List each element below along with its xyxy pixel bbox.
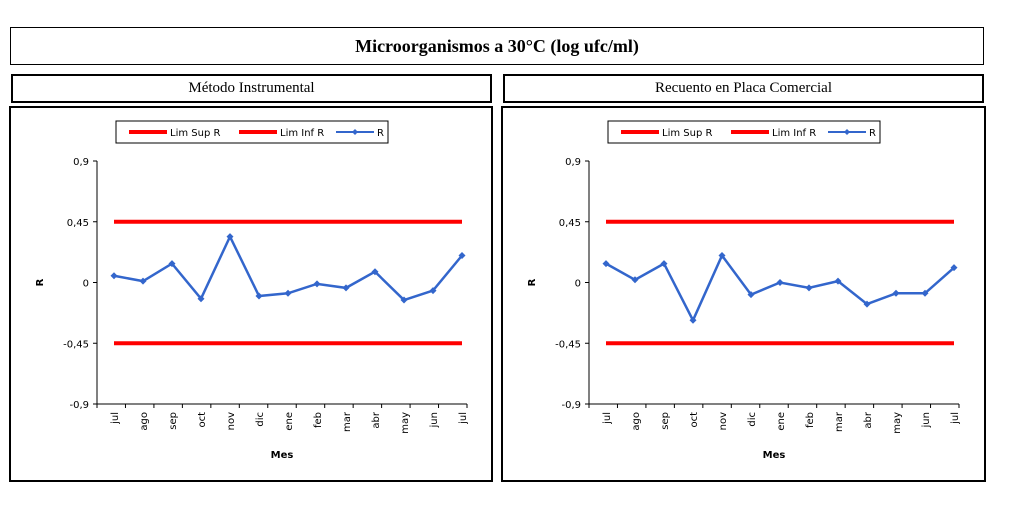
y-axis-label: R [35,278,46,286]
data-point [834,277,842,285]
data-point [429,287,437,295]
data-point [110,272,118,280]
y-tick-label: 0 [83,279,89,290]
data-point [197,295,205,303]
data-point [313,280,321,288]
page-title: Microorganismos a 30°C (log ufc/ml) [10,27,984,65]
data-point [255,292,263,300]
y-tick-label: 0 [575,279,581,290]
data-point [168,260,176,268]
x-tick-label: ene [776,412,787,431]
data-point [863,300,871,308]
x-tick-label: jul [110,412,121,425]
x-tick-label: jul [950,412,961,425]
x-tick-label: abr [863,411,874,428]
x-tick-label: oct [197,412,208,428]
legend-label-0: Lim Sup R [662,128,712,139]
x-tick-label: may [892,412,903,434]
data-point [284,289,292,297]
x-tick-label: feb [313,412,324,428]
data-point [400,296,408,304]
x-tick-label: mar [834,411,845,432]
data-point [805,284,813,292]
legend: Lim Sup R Lim Inf R R [607,120,881,144]
x-tick-label: nov [226,412,237,430]
y-tick-label: 0,9 [565,157,581,168]
x-tick-label: ago [139,412,150,431]
chart-title-instrumental: Método Instrumental [11,74,492,103]
chart-title-placa: Recuento en Placa Comercial [503,74,984,103]
legend-label-2: R [377,128,384,139]
legend-label-2: R [869,128,876,139]
data-point [226,233,234,241]
data-point [602,260,610,268]
data-point [921,289,929,297]
data-point [950,264,958,272]
legend: Lim Sup R Lim Inf R R [115,120,389,144]
x-tick-label: sep [660,412,671,430]
x-tick-label: oct [689,412,700,428]
x-tick-label: dic [747,412,758,427]
x-tick-label: dic [255,412,266,427]
data-point [371,268,379,276]
line-chart-placa: Lim Sup R Lim Inf R R 0,9 0,45 0 -0,45 -0,9 jul a… [527,120,961,461]
data-point [660,260,668,268]
legend-marker [352,129,358,135]
chart-panel-placa: Lim Sup R Lim Inf R R 0,9 0,45 0 -0,45 -0,9 jul a… [501,106,986,482]
data-point [631,276,639,284]
legend-label-0: Lim Sup R [170,128,220,139]
y-tick-label: -0,9 [69,400,89,411]
data-point [689,316,697,324]
data-point [776,279,784,286]
series-line-r [605,253,955,324]
x-tick-label: jun [921,412,932,428]
data-point [892,289,900,297]
x-tick-label: nov [718,412,729,430]
y-tick-label: -0,9 [561,400,581,411]
x-axis-label: Mes [271,450,294,461]
data-point [718,252,726,259]
y-tick-label: -0,45 [63,339,89,350]
x-tick-label: jul [458,412,469,425]
data-point [139,277,147,285]
y-tick-label: 0,45 [559,218,581,229]
y-axis-label: R [527,278,538,286]
y-tick-label: 0,45 [67,218,89,229]
legend-label-1: Lim Inf R [280,128,324,139]
legend-label-1: Lim Inf R [772,128,816,139]
x-tick-label: mar [342,411,353,432]
data-point [747,291,755,299]
chart-panel-instrumental: Lim Sup R Lim Inf R R 0,9 0,45 0 -0,45 -0,9 jul a… [9,106,493,482]
data-point [458,252,466,259]
x-tick-label: ago [631,412,642,431]
x-tick-label: jun [429,412,440,428]
x-tick-label: feb [805,412,816,428]
x-tick-label: may [400,412,411,434]
y-tick-label: -0,45 [555,339,581,350]
legend-marker [844,129,850,135]
x-tick-label: sep [168,412,179,430]
x-tick-label: jul [602,412,613,425]
x-axis-label: Mes [763,450,786,461]
data-point [342,284,350,292]
x-tick-label: abr [371,411,382,428]
line-chart-instrumental: Lim Sup R Lim Inf R R 0,9 0,45 0 -0,45 -0,9 jul a… [35,120,469,461]
y-tick-label: 0,9 [73,157,89,168]
x-tick-label: ene [284,412,295,431]
